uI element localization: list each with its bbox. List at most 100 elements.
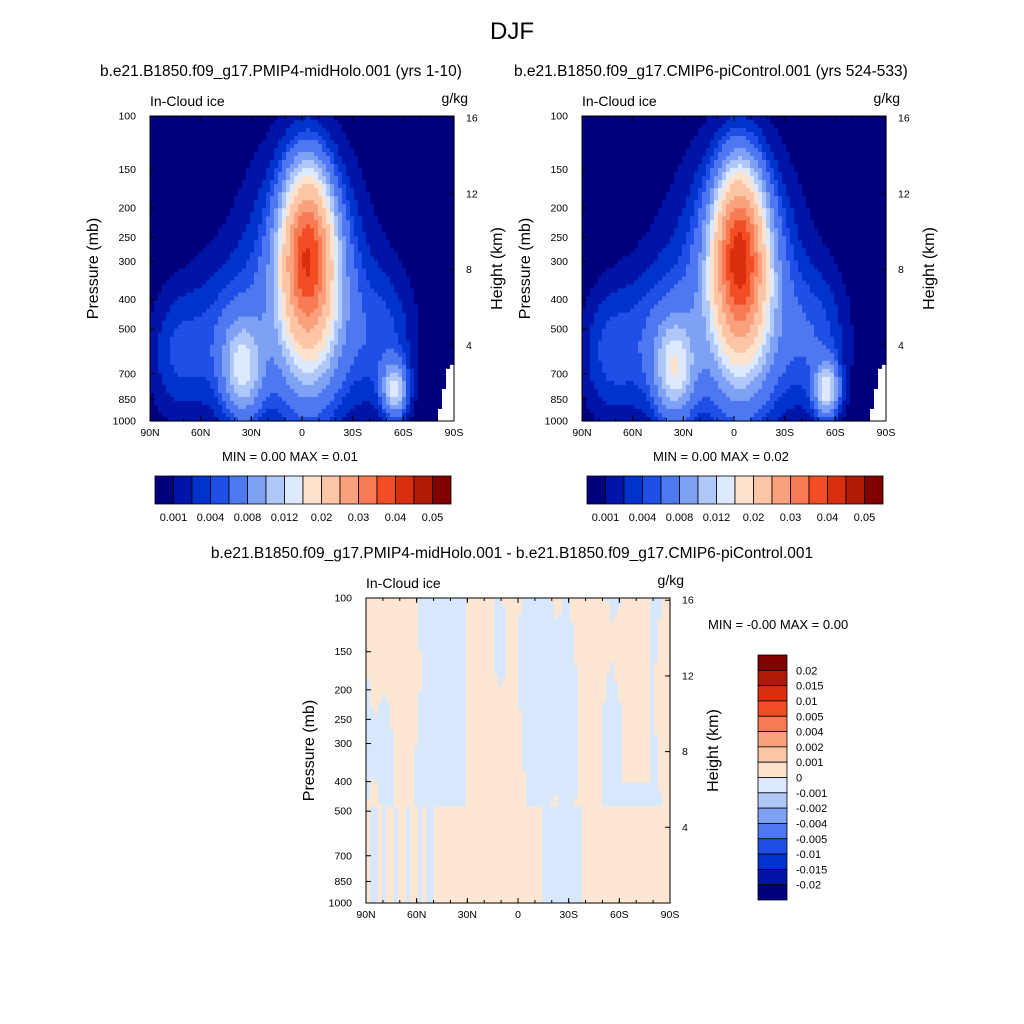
colorbar-label: 0.008	[234, 512, 262, 524]
y-tick-label: 150	[334, 646, 352, 658]
colorbar-label: 0.01	[796, 696, 817, 708]
colorbar-swatch	[758, 747, 787, 762]
y-tick-label: 700	[334, 850, 352, 862]
colorbar-label: -0.02	[796, 880, 821, 892]
colorbar-swatch	[174, 476, 193, 504]
colorbar-swatch	[248, 476, 267, 504]
colorbar-swatch	[680, 476, 699, 504]
colorbar-swatch	[758, 701, 787, 716]
y-tick-label: 850	[334, 876, 352, 888]
colorbar-swatch	[828, 476, 847, 504]
plot-field-3	[366, 598, 671, 904]
stats-label-1: MIN = 0.00 MAX = 0.01	[222, 449, 358, 464]
y2-tick-label: 16	[682, 595, 694, 607]
colorbar-swatch	[285, 476, 304, 504]
colorbar-label: 0.012	[703, 512, 731, 524]
y2-tick-label: 16	[898, 113, 910, 125]
colorbar-label: 0.005	[796, 711, 824, 723]
colorbar-swatch	[758, 854, 787, 869]
x-tick-label: 30N	[242, 427, 261, 439]
y-tick-label: 200	[550, 202, 568, 214]
y-tick-label: 400	[118, 294, 136, 306]
x-tick-label: 0	[731, 427, 737, 439]
x-tick-label: 60S	[610, 909, 629, 921]
colorbar-swatch	[758, 732, 787, 747]
colorbar-label: 0.001	[796, 757, 824, 769]
colorbar-swatch	[624, 476, 643, 504]
colorbar-swatch	[643, 476, 662, 504]
colorbar-label: 0.04	[385, 512, 406, 524]
x-tick-label: 30S	[775, 427, 794, 439]
y2-tick-label: 12	[898, 188, 910, 200]
colorbar-swatch	[414, 476, 433, 504]
y-tick-label: 1000	[113, 416, 137, 428]
y2-tick-label: 4	[682, 822, 688, 834]
colorbar-swatch	[717, 476, 736, 504]
colorbar-swatch	[791, 476, 810, 504]
x-tick-label: 60S	[394, 427, 413, 439]
colorbar-3: 0.020.0150.010.0050.0040.0020.0010-0.001…	[758, 655, 827, 900]
y-tick-label: 250	[334, 714, 352, 726]
y-tick-label: 100	[118, 111, 136, 123]
colorbar-swatch	[758, 778, 787, 793]
colorbar-label: 0.004	[629, 512, 657, 524]
y2-tick-label: 8	[466, 264, 472, 276]
plot-field-2	[582, 116, 887, 422]
colorbar-swatch	[266, 476, 285, 504]
y-axis-label: Pressure (mb)	[301, 700, 318, 801]
y-axis-label: Pressure (mb)	[517, 218, 534, 319]
colorbar-label: 0.04	[817, 512, 838, 524]
x-tick-label: 60S	[826, 427, 845, 439]
colorbar-label: 0.02	[796, 665, 817, 677]
colorbar-swatch	[735, 476, 754, 504]
colorbar-label: 0.05	[422, 512, 443, 524]
units-label: g/kg	[658, 572, 684, 588]
colorbar-swatch	[698, 476, 717, 504]
colorbar-swatch	[758, 716, 787, 731]
y-tick-label: 850	[550, 394, 568, 406]
colorbar-swatch	[433, 476, 452, 504]
colorbar-swatch	[211, 476, 230, 504]
y-tick-label: 500	[334, 806, 352, 818]
y2-tick-label: 8	[898, 264, 904, 276]
colorbar-label: 0.012	[271, 512, 299, 524]
colorbar-swatch	[322, 476, 341, 504]
y-tick-label: 300	[550, 256, 568, 268]
colorbar-label: 0.002	[796, 742, 824, 754]
x-tick-label: 90S	[877, 427, 896, 439]
y-tick-label: 250	[118, 232, 136, 244]
y-tick-label: 700	[550, 368, 568, 380]
colorbar-swatch	[758, 670, 787, 685]
x-tick-label: 90S	[661, 909, 680, 921]
colorbar-swatch	[758, 885, 787, 900]
colorbar-swatch	[661, 476, 680, 504]
colorbar-swatch	[192, 476, 211, 504]
colorbar-swatch	[758, 839, 787, 854]
colorbar-swatch	[155, 476, 174, 504]
colorbar-swatch	[229, 476, 248, 504]
x-tick-label: 60N	[407, 909, 426, 921]
y-tick-label: 150	[118, 164, 136, 176]
colorbar-swatch	[587, 476, 606, 504]
y2-axis-label: Height (km)	[921, 227, 938, 310]
y-tick-label: 400	[334, 776, 352, 788]
y-tick-label: 250	[550, 232, 568, 244]
colorbar-label: -0.01	[796, 849, 821, 861]
colorbar-swatch	[758, 808, 787, 823]
colorbar-swatch	[865, 476, 884, 504]
units-label: g/kg	[874, 90, 900, 106]
y-tick-label: 700	[118, 368, 136, 380]
y-tick-label: 500	[118, 324, 136, 336]
x-tick-label: 0	[299, 427, 305, 439]
colorbar-label: 0.03	[348, 512, 369, 524]
x-tick-label: 0	[515, 909, 521, 921]
colorbar-swatch	[359, 476, 378, 504]
colorbar-label: 0.015	[796, 681, 824, 693]
colorbar-label: 0.03	[780, 512, 801, 524]
y2-axis-label: Height (km)	[489, 227, 506, 310]
colorbar-swatch	[772, 476, 791, 504]
colorbar-1: 0.001 0.004 0.008 0.012 0.02 0.03 0.04 0.05	[155, 476, 451, 524]
colorbar-swatch	[754, 476, 773, 504]
colorbar-label: 0	[796, 773, 802, 785]
y2-axis-label: Height (km)	[705, 709, 722, 792]
